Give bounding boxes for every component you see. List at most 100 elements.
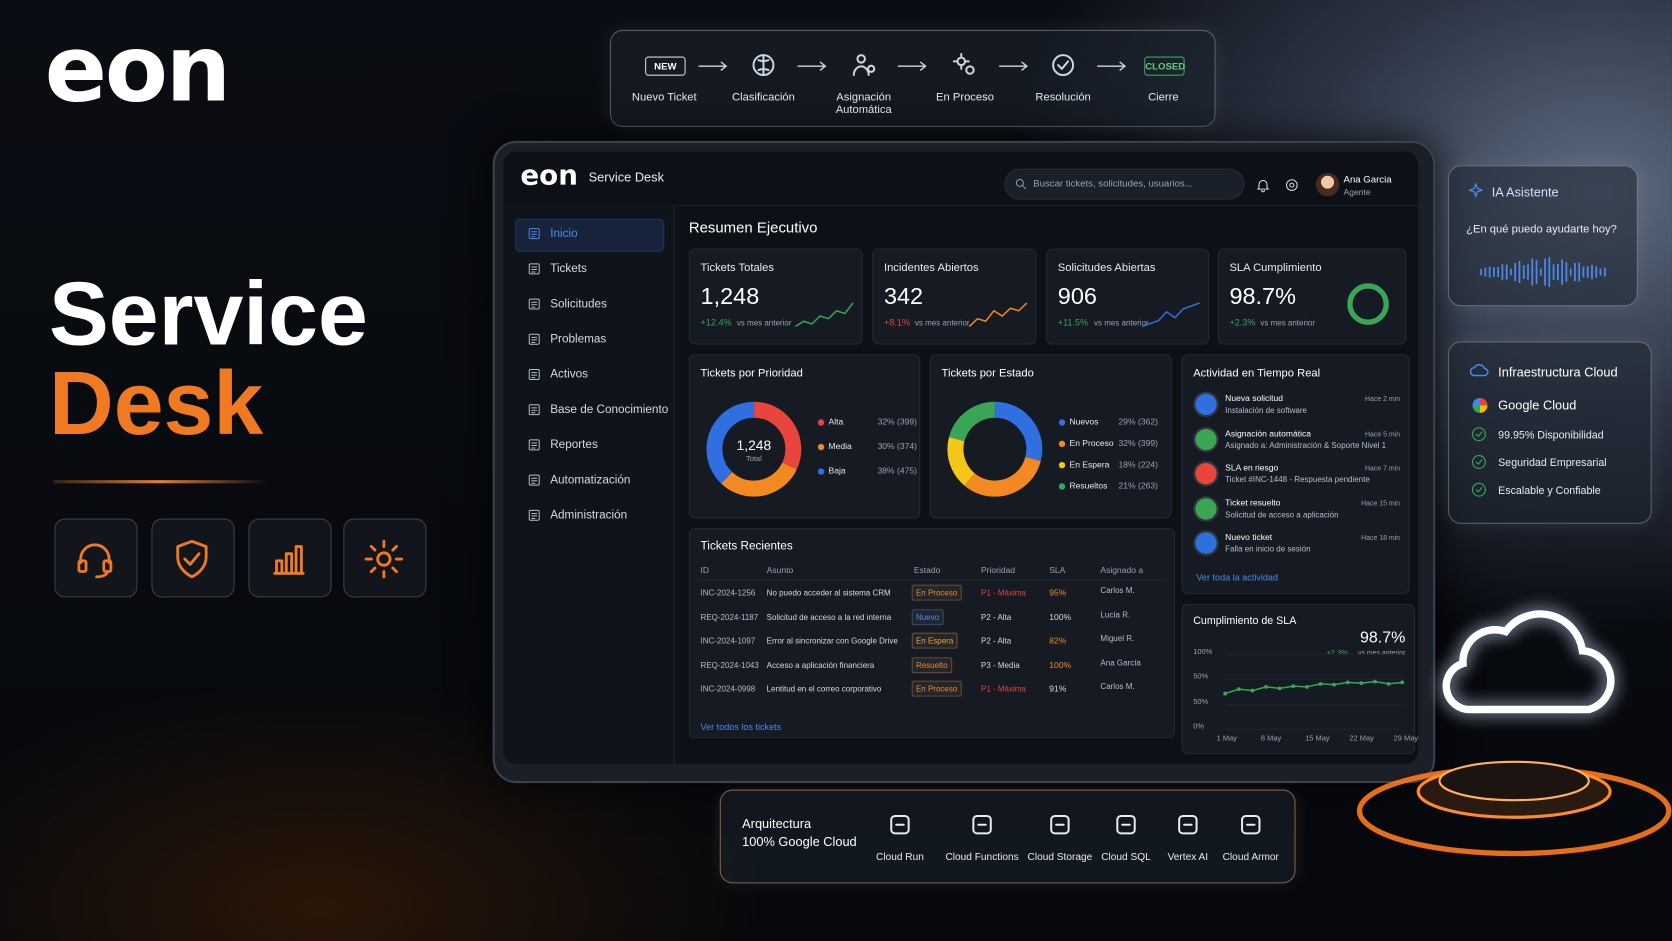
kpi-value: 906 [1057,282,1097,310]
activity-time: Hace 5 min [1364,430,1401,438]
sla-point [1332,682,1337,687]
sla-ring-arc [1347,283,1389,325]
kpi-change: +2.3% [1229,316,1256,328]
cell-subject: Lentitud en el correo corporativo [766,683,882,694]
service-icon [972,815,992,835]
nav-item[interactable]: Inicio [550,227,578,241]
recent-link[interactable]: Ver todos los tickets [700,721,782,732]
nav-icon [528,474,540,486]
settings-icon [1285,179,1298,191]
activity-time: Hace 15 min [1361,499,1401,508]
app-header [503,151,1419,206]
sla-point [1304,684,1309,689]
recent-card: Tickets Recientes ID Asunto Estado Prioridad… [688,528,1176,739]
sla-point [1400,680,1405,685]
cell-sla: 100% [1049,611,1072,622]
legend-value: 21% (263) [1118,481,1158,491]
nav-icon [528,298,540,310]
x-tick-label: 8 May [1260,735,1282,743]
kpi-card: SLA Cumplimiento 98.7% +2.3% vs mes anterio… [1217,248,1407,345]
kpi-card: Incidentes Abiertos 342 +8.1% vs mes anteri… [872,248,1037,345]
activity-item-title: SLA en riesgo [1225,463,1279,473]
activity-icon [1195,463,1217,485]
hero-title: Service [49,263,368,364]
grid-line [1225,728,1403,730]
cell-priority: P3 - Media [980,659,1020,670]
status-badge: Resuelto [911,656,952,673]
nav-item[interactable]: Tickets [550,262,587,276]
x-tick-label: 15 May [1305,735,1330,743]
search-icon [1015,178,1027,190]
activity-item-title: Nueva solicitud [1225,393,1284,404]
legend-value: 18% (224) [1118,459,1158,470]
step-label: Asignación Automática [835,90,892,117]
nav-item[interactable]: Activos [550,368,589,381]
nav-item[interactable]: Solicitudes [550,297,607,311]
sla-point [1291,684,1296,689]
nav-item[interactable]: Problemas [550,332,607,346]
sla-line [1224,680,1403,695]
donut [706,401,802,497]
cell-subject: No puedo acceder al sistema CRM [766,587,891,598]
column-header: ID [700,565,710,576]
cloud-icon [1469,364,1489,377]
sla-point [1386,681,1391,686]
kpi-card: Tickets Totales 1,248 +12.4% vs mes anterio… [688,248,863,345]
nav-active-bg [515,218,665,252]
activity-link[interactable]: Ver toda la actividad [1196,571,1279,583]
nav-item[interactable]: Reportes [550,438,598,452]
step-label: En Proceso [936,90,994,104]
cell-sla: 100% [1049,659,1072,670]
assistant-icon [1468,183,1483,198]
brand-logo: eon [44,16,231,123]
service-icon [1178,815,1198,835]
hero-title-accent: Desk [49,353,264,454]
cell-id: INC-2024-0998 [700,683,756,694]
kpi-value: 98.7% [1229,282,1296,310]
column-header: Asunto [766,565,794,576]
activity-item-title: Asignación automática [1225,428,1312,438]
nav-item[interactable]: Automatización [550,473,631,487]
nav-icon [528,509,540,521]
step-arrow [897,61,927,71]
kpi-title: SLA Cumplimiento [1229,261,1322,275]
activity-icon [1195,428,1217,450]
x-tick-label: 29 May [1393,735,1419,743]
kpi-sparkline [1141,302,1200,328]
column-header: Asignado a [1100,565,1144,576]
search-box[interactable]: Buscar tickets, solicitudes, usuarios... [1004,168,1245,200]
legend-dot [817,468,825,475]
provider-logo [1472,397,1488,413]
bell-icon [1257,179,1269,193]
legend-label: Media [828,441,852,452]
nav-item[interactable]: Base de Conocimiento [550,403,669,417]
workflow-bar: NEW Nuevo Ticket Clasificación Asignación A… [609,29,1216,127]
status-badge: En Proceso [911,584,962,601]
activity-time: Hace 2 min [1364,395,1401,404]
cell-id: REQ-2024-1187 [700,611,759,622]
check-icon [1471,454,1486,469]
feature-label: Escalable y Confiable [1498,485,1601,498]
legend-dot [1058,440,1066,448]
cell-id: INC-2024-1097 [700,635,756,646]
check-icon [1471,427,1486,442]
arch-title: Arquitectura [742,816,812,832]
service-label: Cloud SQL [1101,851,1151,864]
kpi-change: +12.4% [700,316,732,328]
cell-sla: 95% [1049,587,1067,598]
kpi-note: vs mes anterior [1094,317,1149,328]
activity-card: Actividad en Tiempo Real Nueva solicitud I… [1181,354,1410,595]
nav-icon [528,404,540,416]
step-badge: CLOSED [1144,56,1185,76]
donut-segment [947,401,1043,497]
cell-assignee: Lucía R. [1100,609,1131,620]
activity-time: Hace 18 min [1361,534,1401,542]
arch-subtitle: 100% Google Cloud [742,834,857,850]
app-logo: eon [520,160,578,193]
nav-item[interactable]: Administración [550,508,628,522]
step-label: Cierre [1148,90,1179,104]
legend-label: Resueltos [1069,481,1108,491]
donut-segment [706,401,802,497]
feature-icon [273,545,305,575]
